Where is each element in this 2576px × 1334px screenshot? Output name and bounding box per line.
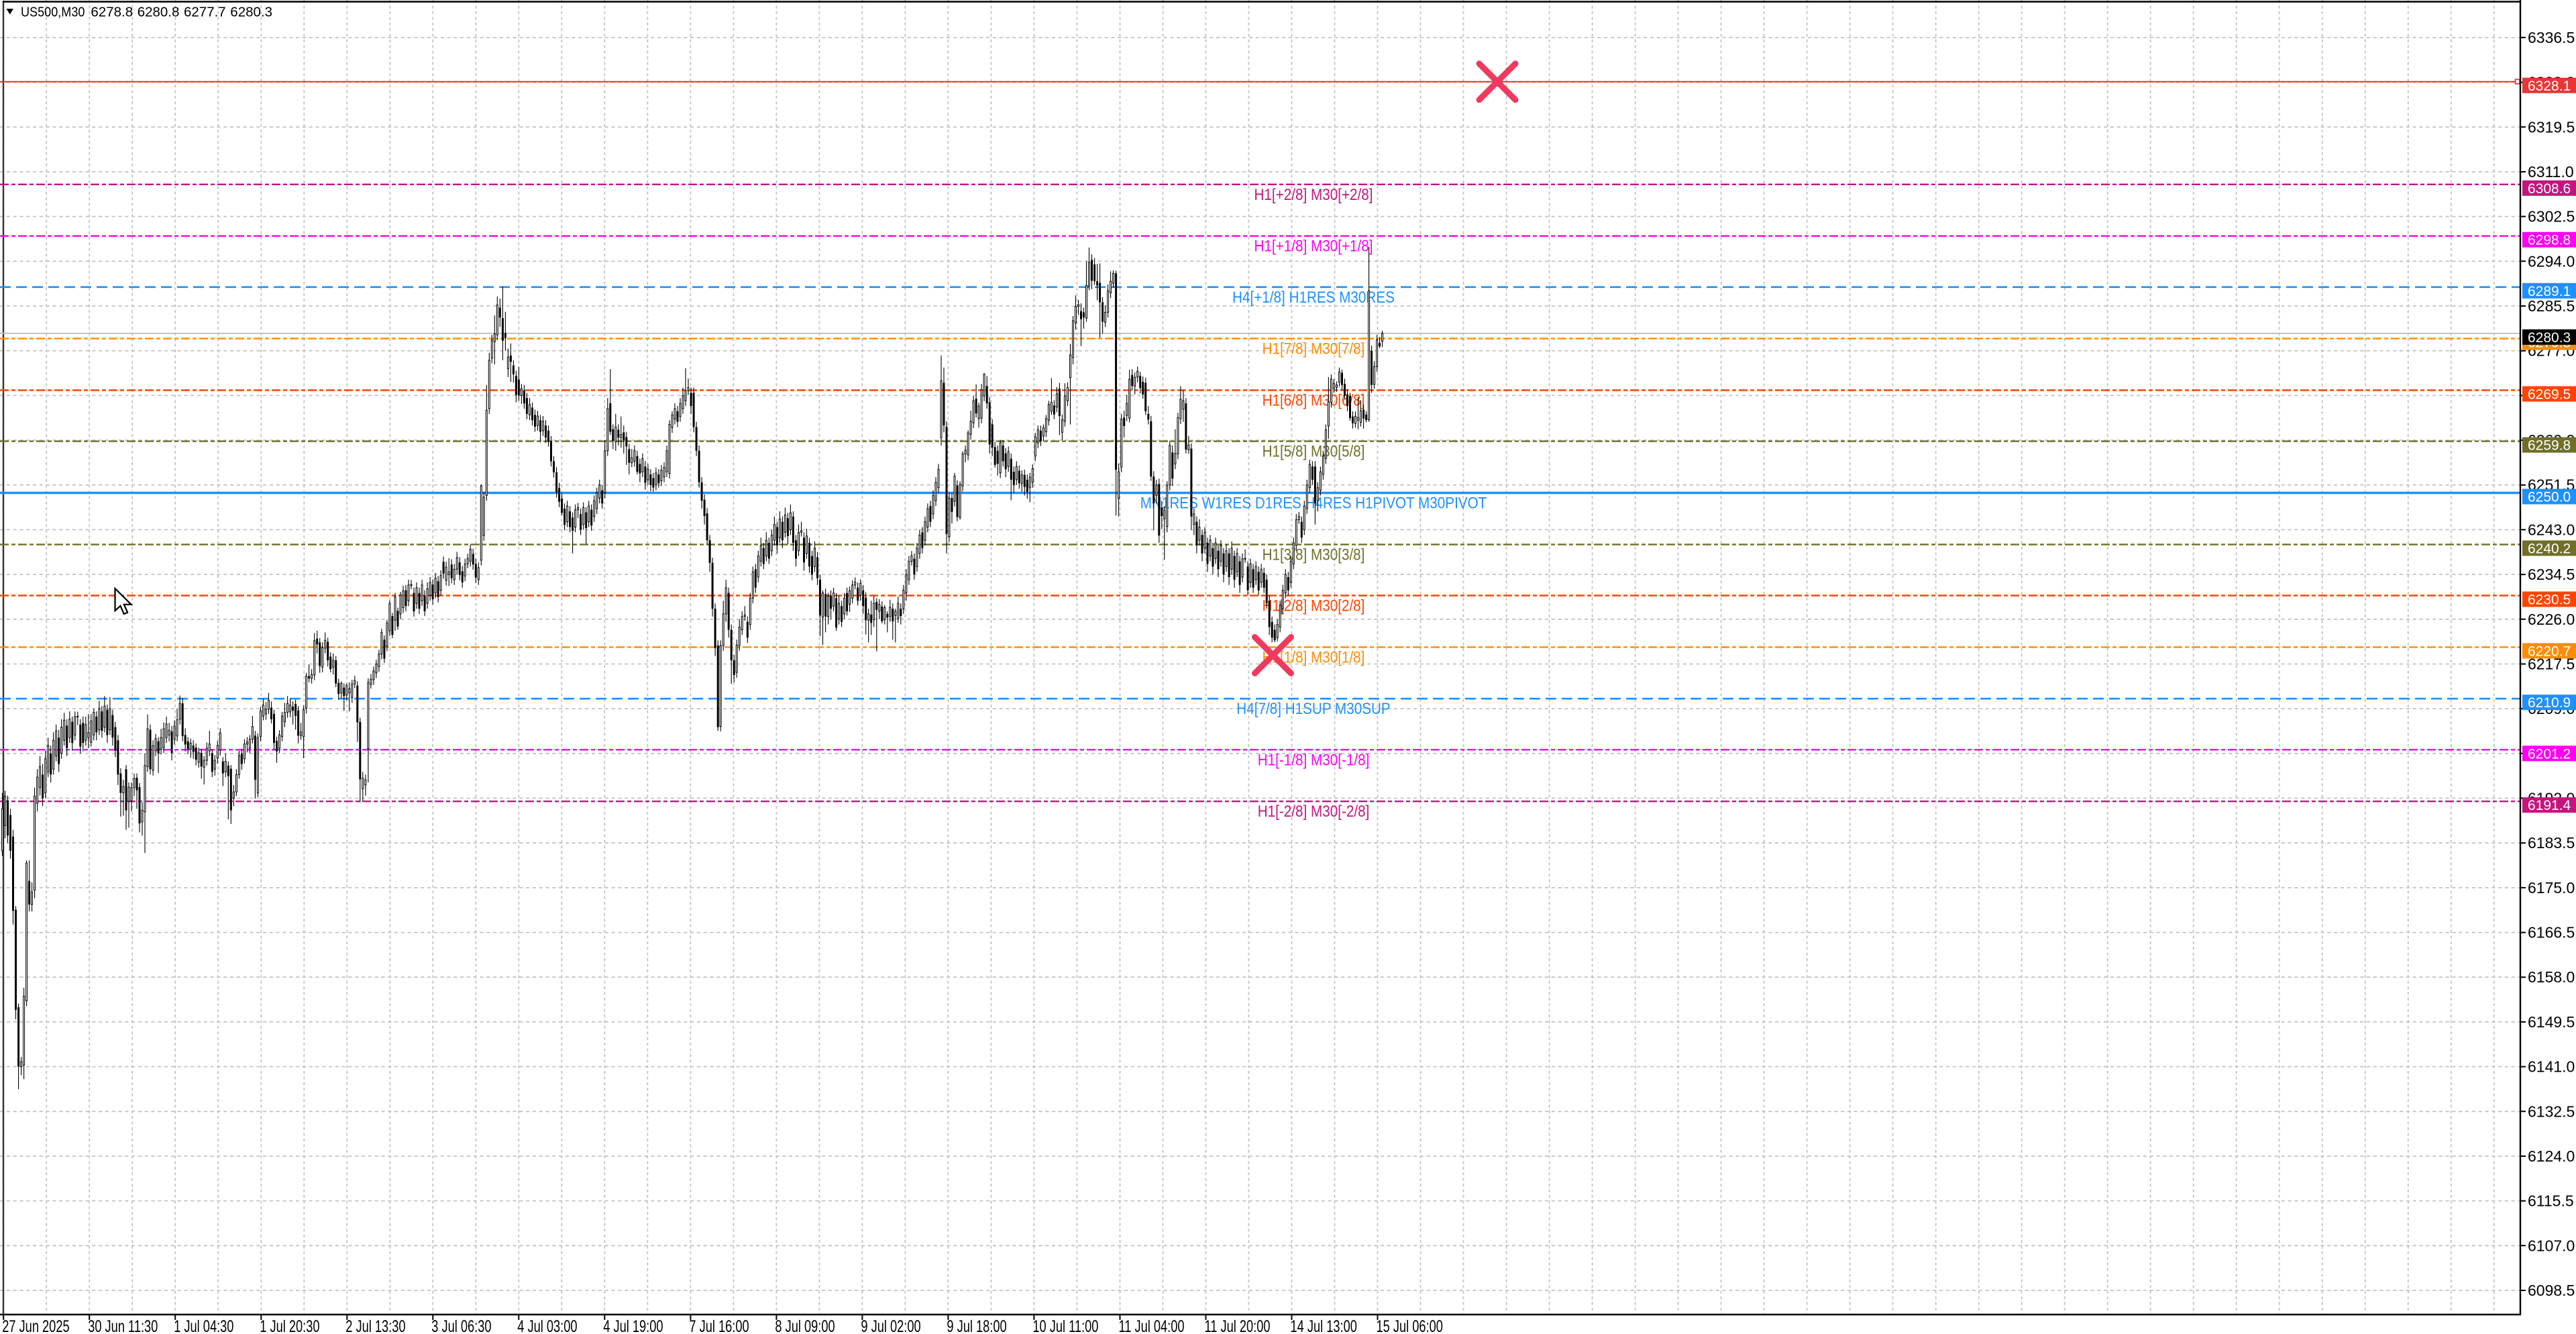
svg-text:6280.3: 6280.3: [2528, 330, 2571, 346]
svg-text:MN1RES W1RES D1RES H4RES H1PIV: MN1RES W1RES D1RES H4RES H1PIVOT M30PIVO…: [1140, 494, 1487, 512]
svg-text:H1[3/8] M30[3/8]: H1[3/8] M30[3/8]: [1263, 546, 1365, 564]
svg-text:14 Jul 13:00: 14 Jul 13:00: [1291, 1317, 1357, 1334]
svg-text:8 Jul 09:00: 8 Jul 09:00: [775, 1317, 835, 1334]
svg-text:1 Jul 20:30: 1 Jul 20:30: [260, 1317, 319, 1334]
svg-text:10 Jul 11:00: 10 Jul 11:00: [1032, 1317, 1098, 1334]
svg-text:6226.0: 6226.0: [2528, 611, 2575, 628]
svg-text:6183.5: 6183.5: [2528, 834, 2575, 852]
svg-text:6210.9: 6210.9: [2528, 695, 2571, 711]
svg-text:30 Jun 11:30: 30 Jun 11:30: [88, 1317, 158, 1334]
svg-text:6259.8: 6259.8: [2528, 438, 2571, 454]
svg-text:6308.6: 6308.6: [2528, 181, 2571, 197]
svg-text:1 Jul 04:30: 1 Jul 04:30: [174, 1317, 233, 1334]
svg-text:3 Jul 06:30: 3 Jul 06:30: [431, 1317, 491, 1334]
svg-text:6328.1: 6328.1: [2528, 79, 2571, 94]
svg-text:7 Jul 16:00: 7 Jul 16:00: [689, 1317, 749, 1334]
svg-text:6149.5: 6149.5: [2528, 1013, 2575, 1031]
svg-text:6175.0: 6175.0: [2528, 879, 2575, 896]
svg-text:H4[+1/8] H1RES M30RES: H4[+1/8] H1RES M30RES: [1232, 288, 1395, 306]
svg-text:6191.4: 6191.4: [2528, 798, 2571, 813]
svg-text:6141.0: 6141.0: [2528, 1058, 2575, 1076]
svg-text:6319.5: 6319.5: [2528, 118, 2575, 136]
svg-text:6124.0: 6124.0: [2528, 1147, 2575, 1165]
svg-text:H1[-2/8] M30[-2/8]: H1[-2/8] M30[-2/8]: [1258, 803, 1370, 821]
svg-text:6285.5: 6285.5: [2528, 297, 2575, 315]
svg-text:6201.2: 6201.2: [2528, 746, 2571, 762]
svg-text:4 Jul 03:00: 4 Jul 03:00: [517, 1317, 577, 1334]
svg-text:4 Jul 19:00: 4 Jul 19:00: [603, 1317, 663, 1334]
svg-text:6298.8: 6298.8: [2528, 233, 2571, 248]
svg-text:6277.7: 6277.7: [184, 5, 226, 20]
svg-text:H1[5/8] M30[5/8]: H1[5/8] M30[5/8]: [1263, 442, 1365, 460]
svg-text:11 Jul 20:00: 11 Jul 20:00: [1205, 1317, 1271, 1334]
svg-text:US500,M30: US500,M30: [21, 5, 85, 20]
svg-text:H1[-1/8] M30[-1/8]: H1[-1/8] M30[-1/8]: [1258, 751, 1370, 769]
svg-text:6166.5: 6166.5: [2528, 924, 2575, 941]
svg-text:6278.8: 6278.8: [91, 5, 133, 20]
svg-text:6234.5: 6234.5: [2528, 566, 2575, 583]
svg-text:6289.1: 6289.1: [2528, 284, 2571, 299]
svg-text:6098.5: 6098.5: [2528, 1282, 2575, 1299]
svg-text:6280.8: 6280.8: [138, 5, 180, 20]
svg-text:9 Jul 02:00: 9 Jul 02:00: [861, 1317, 920, 1334]
svg-text:15 Jul 06:00: 15 Jul 06:00: [1377, 1317, 1443, 1334]
svg-text:H4[7/8] H1SUP M30SUP: H4[7/8] H1SUP M30SUP: [1236, 700, 1390, 718]
svg-text:6115.5: 6115.5: [2528, 1192, 2574, 1210]
svg-text:6240.2: 6240.2: [2528, 541, 2571, 556]
svg-text:6280.3: 6280.3: [230, 5, 272, 20]
svg-text:6302.5: 6302.5: [2528, 208, 2575, 225]
svg-text:11 Jul 04:00: 11 Jul 04:00: [1119, 1317, 1185, 1334]
svg-text:H1[+2/8] M30[+2/8]: H1[+2/8] M30[+2/8]: [1254, 185, 1373, 203]
svg-text:6269.5: 6269.5: [2528, 387, 2571, 403]
svg-text:6243.0: 6243.0: [2528, 521, 2575, 538]
svg-text:H1[7/8] M30[7/8]: H1[7/8] M30[7/8]: [1263, 340, 1365, 358]
svg-text:6132.5: 6132.5: [2528, 1102, 2575, 1120]
svg-text:H1[2/8] M30[2/8]: H1[2/8] M30[2/8]: [1263, 597, 1365, 615]
svg-text:2 Jul 13:30: 2 Jul 13:30: [345, 1317, 405, 1334]
svg-text:6311.0: 6311.0: [2528, 163, 2574, 181]
svg-text:6220.7: 6220.7: [2528, 644, 2571, 659]
svg-text:6250.0: 6250.0: [2528, 490, 2571, 505]
svg-text:27 Jun 2025: 27 Jun 2025: [2, 1317, 69, 1334]
svg-text:6294.0: 6294.0: [2528, 252, 2575, 270]
svg-text:6107.0: 6107.0: [2528, 1237, 2575, 1254]
svg-text:H1[+1/8] M30[+1/8]: H1[+1/8] M30[+1/8]: [1254, 237, 1373, 255]
svg-text:6158.0: 6158.0: [2528, 968, 2575, 986]
svg-text:6336.5: 6336.5: [2528, 29, 2575, 46]
svg-text:9 Jul 18:00: 9 Jul 18:00: [947, 1317, 1006, 1334]
svg-text:6230.5: 6230.5: [2528, 593, 2571, 608]
